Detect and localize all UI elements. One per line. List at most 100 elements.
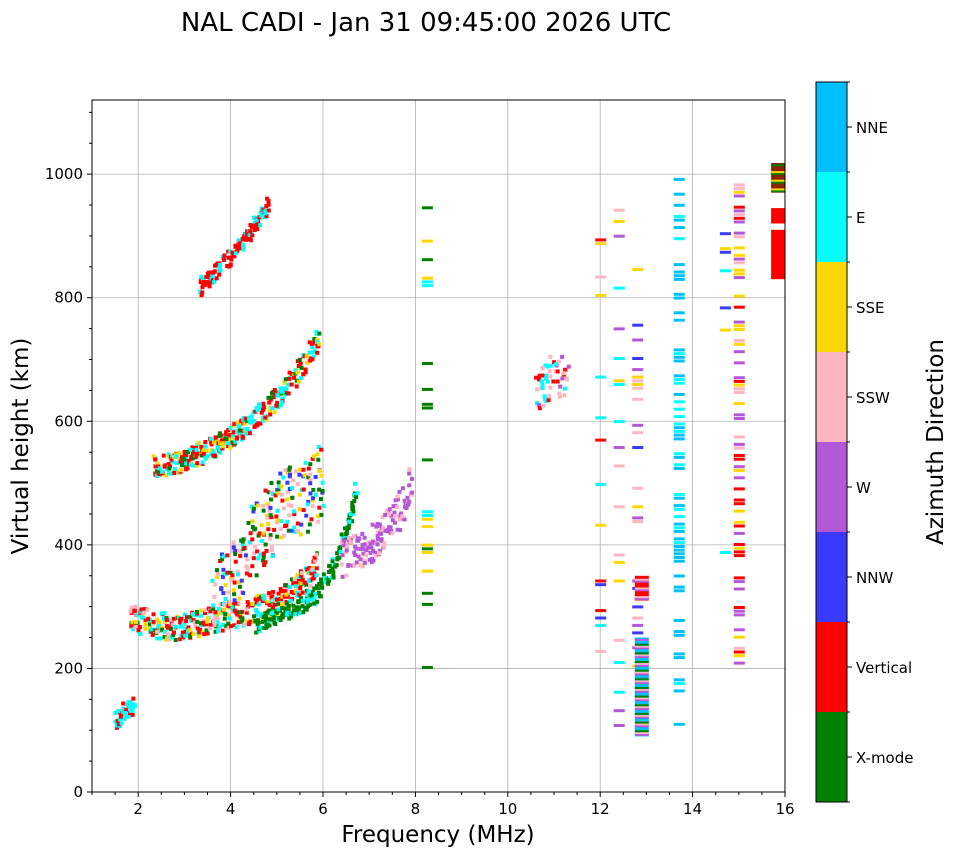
data-point	[226, 604, 231, 609]
data-point	[312, 454, 317, 459]
data-point	[297, 579, 301, 583]
data-point	[215, 575, 220, 580]
data-point	[137, 625, 142, 629]
data-point	[245, 557, 250, 562]
data-point	[252, 220, 257, 225]
data-point	[537, 377, 542, 382]
data-point	[268, 412, 273, 417]
data-point	[634, 580, 649, 583]
data-point	[220, 575, 225, 579]
data-point	[284, 583, 289, 588]
data-point	[310, 345, 315, 350]
data-point	[301, 487, 306, 492]
data-point	[673, 504, 685, 508]
data-point	[138, 632, 143, 636]
data-point	[360, 543, 365, 548]
data-point	[405, 495, 410, 500]
x-tick-label: 4	[226, 800, 236, 818]
data-point	[178, 618, 183, 623]
data-point	[217, 272, 222, 277]
colorbar-tick-label: NNW	[856, 569, 893, 587]
data-point	[250, 233, 255, 238]
data-point	[562, 393, 567, 398]
data-point	[195, 463, 200, 468]
data-point	[162, 635, 167, 639]
data-point	[330, 559, 335, 564]
data-point	[673, 689, 685, 693]
data-point	[421, 514, 433, 517]
data-point	[553, 362, 558, 367]
data-point	[286, 391, 291, 396]
data-point	[634, 587, 649, 590]
data-point	[213, 435, 218, 440]
data-point	[280, 606, 284, 611]
data-point	[143, 626, 148, 631]
data-point	[113, 719, 118, 724]
data-point	[733, 190, 745, 194]
data-point	[634, 699, 649, 702]
data-point	[673, 585, 685, 589]
data-point	[298, 585, 303, 590]
data-point	[545, 379, 550, 384]
data-point	[371, 539, 376, 544]
data-point	[212, 453, 217, 458]
data-point	[255, 594, 260, 599]
data-point	[673, 422, 685, 426]
data-point	[130, 712, 135, 717]
data-point	[421, 280, 433, 284]
data-point	[261, 503, 266, 508]
data-point	[230, 573, 235, 578]
data-point	[242, 546, 247, 550]
data-point	[719, 306, 731, 310]
data-point	[370, 522, 375, 527]
data-point	[285, 519, 290, 524]
data-point	[273, 493, 278, 498]
data-point	[268, 513, 273, 518]
data-point	[253, 619, 258, 624]
data-point	[240, 543, 245, 548]
data-point	[673, 619, 685, 622]
data-point	[174, 453, 178, 458]
data-point	[266, 610, 271, 615]
data-point	[276, 480, 281, 485]
data-point	[613, 286, 625, 290]
data-point	[393, 498, 398, 503]
data-point	[245, 600, 250, 605]
data-point	[119, 721, 124, 726]
data-point	[280, 396, 285, 401]
data-point	[371, 558, 376, 563]
data-point	[289, 382, 294, 387]
data-point	[193, 624, 198, 629]
data-point	[673, 496, 685, 500]
data-point	[254, 613, 259, 618]
colorbar-tick-label: NNE	[856, 119, 888, 137]
data-point	[673, 722, 685, 726]
data-point	[235, 569, 240, 574]
data-point	[221, 572, 226, 577]
data-point	[304, 582, 309, 587]
data-point	[356, 554, 361, 559]
data-point	[312, 349, 317, 354]
data-point	[231, 545, 236, 550]
data-point	[198, 627, 202, 632]
data-point	[212, 269, 217, 274]
data-point	[395, 494, 400, 499]
data-point	[634, 662, 649, 665]
data-point	[241, 237, 246, 242]
data-point	[279, 519, 284, 524]
data-point	[733, 476, 745, 480]
data-point	[210, 578, 215, 583]
data-point	[421, 525, 433, 529]
data-point	[172, 466, 177, 471]
data-point	[632, 505, 644, 509]
data-point	[237, 549, 242, 554]
data-point	[673, 378, 685, 381]
data-point	[556, 359, 561, 364]
data-point	[771, 181, 786, 184]
x-tick-label: 8	[411, 800, 421, 818]
data-point	[673, 633, 685, 637]
data-point	[421, 239, 433, 243]
data-point	[273, 392, 278, 397]
data-point	[238, 553, 243, 558]
data-point	[543, 397, 547, 402]
